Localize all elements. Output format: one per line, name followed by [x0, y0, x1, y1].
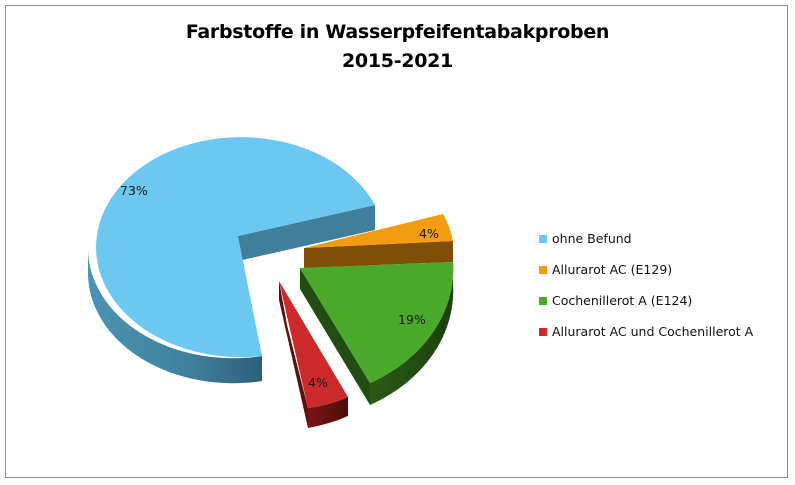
- legend-item-cochenillerot: Cochenillerot A (E124): [539, 285, 753, 316]
- label-combined: 4%: [308, 375, 328, 390]
- label-ohne-befund: 73%: [120, 183, 148, 198]
- slice-allurarot: [304, 214, 453, 268]
- legend: ohne Befund Allurarot AC (E129) Cochenil…: [539, 223, 753, 347]
- chart-title: Farbstoffe in Wasserpfeifentabakproben: [185, 21, 610, 43]
- legend-label: ohne Befund: [552, 231, 632, 246]
- legend-swatch-orange: [539, 265, 547, 274]
- legend-swatch-green: [539, 296, 547, 305]
- legend-swatch-blue: [539, 234, 547, 243]
- slice-cochenillerot: [300, 262, 454, 405]
- legend-swatch-red: [539, 327, 547, 336]
- label-allurarot: 4%: [419, 226, 439, 241]
- legend-label: Allurarot AC und Cochenillerot A: [552, 324, 754, 339]
- legend-item-combined: Allurarot AC und Cochenillerot A: [539, 316, 753, 347]
- slice-ohne-befund: [87, 137, 375, 384]
- legend-label: Allurarot AC (E129): [552, 262, 673, 277]
- legend-item-ohne-befund: ohne Befund: [539, 223, 753, 254]
- legend-label: Cochenillerot A (E124): [552, 293, 693, 308]
- chart-subtitle-years: 2015-2021: [342, 50, 453, 72]
- slice-allurarot-und-cochenillerot: [279, 281, 348, 428]
- label-cochenillerot: 19%: [398, 312, 426, 327]
- legend-item-allurarot: Allurarot AC (E129): [539, 254, 753, 285]
